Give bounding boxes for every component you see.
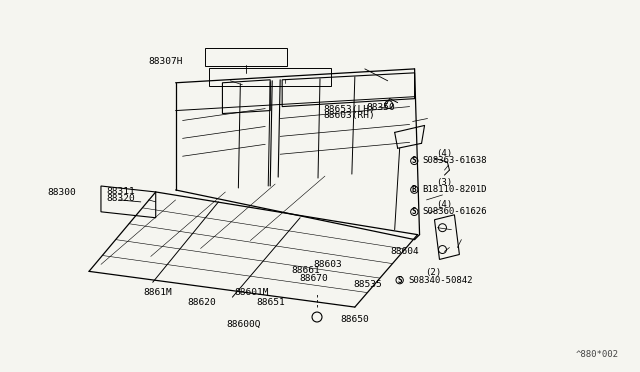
Text: (3): (3) [436,178,452,187]
Text: S: S [412,207,417,217]
Text: 88661: 88661 [291,266,320,275]
Text: 8861M: 8861M [143,288,172,297]
Text: 88670: 88670 [300,274,328,283]
Text: 88300: 88300 [47,188,76,197]
Text: 88651: 88651 [256,298,285,307]
Text: B: B [412,185,417,194]
Text: S08363-61638: S08363-61638 [422,156,486,166]
Text: 88603: 88603 [314,260,342,269]
Text: S08340-50842: S08340-50842 [408,276,472,285]
Text: 88320: 88320 [106,195,135,203]
Text: 88620: 88620 [188,298,216,307]
Text: 88311: 88311 [106,187,135,196]
Text: ^880*002: ^880*002 [575,350,618,359]
Text: 88535: 88535 [354,280,383,289]
Text: 88650: 88650 [340,315,369,324]
Text: B18110-8201D: B18110-8201D [422,185,486,194]
Text: S: S [397,276,402,285]
Text: S: S [412,156,417,166]
Text: S08360-61626: S08360-61626 [422,207,486,217]
Text: (4): (4) [436,149,452,158]
Text: 88653(LH): 88653(LH) [323,105,375,114]
Text: (4): (4) [436,200,452,209]
Text: 88601M: 88601M [234,288,268,297]
Text: 88307H: 88307H [148,57,183,66]
Text: 88350: 88350 [366,103,395,112]
Text: 88600Q: 88600Q [227,320,260,329]
Text: (2): (2) [425,268,441,277]
Text: 88604: 88604 [390,247,419,256]
Text: 88603(RH): 88603(RH) [323,111,375,121]
